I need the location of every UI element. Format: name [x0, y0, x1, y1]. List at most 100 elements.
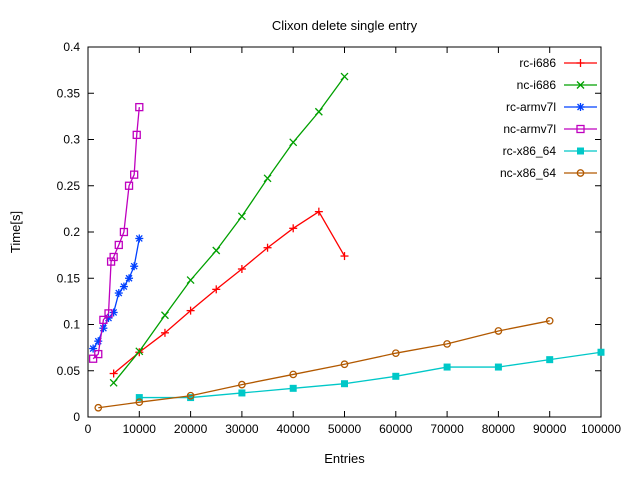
x-tick-label: 20000: [174, 422, 208, 436]
marker: [289, 370, 298, 379]
marker: [391, 349, 400, 358]
x-tick-label: 70000: [430, 422, 464, 436]
x-tick-label: 50000: [328, 422, 362, 436]
marker: [576, 169, 585, 177]
marker: [109, 252, 118, 262]
legend-label: rc-i686: [519, 56, 556, 70]
marker: [132, 130, 141, 140]
series-nc-x86_64: [94, 316, 554, 412]
marker: [115, 289, 123, 297]
y-tick-label: 0.1: [63, 318, 80, 332]
marker: [238, 389, 246, 397]
x-tick-label: 100000: [581, 422, 621, 436]
series-line: [113, 76, 346, 384]
y-tick-label: 0.3: [63, 133, 80, 147]
marker: [212, 246, 221, 255]
marker: [392, 372, 400, 380]
marker: [341, 380, 348, 388]
marker: [576, 81, 585, 89]
marker: [135, 394, 143, 402]
series-line: [98, 320, 550, 409]
x-tick-label: 30000: [225, 422, 259, 436]
y-tick-label: 0.25: [57, 179, 81, 193]
legend-item-rc-i686: rc-i686: [519, 56, 597, 70]
legend-item-nc-x86_64: nc-x86_64: [500, 166, 597, 180]
series-line: [113, 210, 346, 375]
marker: [577, 147, 584, 155]
marker: [130, 262, 138, 270]
y-tick-label: 0.4: [63, 40, 80, 54]
marker: [99, 315, 108, 325]
series-nc-i686: [109, 72, 349, 387]
marker: [106, 257, 116, 266]
marker: [104, 309, 113, 318]
series-nc-armv7l: [88, 102, 144, 363]
marker: [124, 181, 134, 190]
legend-label: rc-armv7l: [506, 100, 556, 114]
series-line: [139, 351, 602, 399]
x-axis: 0 10000 20000 30000 40000 50000 60000 70000 8000…: [85, 47, 621, 436]
marker: [135, 235, 143, 242]
y-tick-label: 0.35: [57, 86, 81, 100]
marker: [494, 363, 502, 371]
marker: [94, 403, 103, 412]
legend-label: nc-armv7l: [503, 122, 556, 136]
marker: [237, 212, 246, 221]
marker: [88, 354, 98, 363]
legend-label: rc-x86_64: [503, 144, 557, 158]
marker: [120, 283, 128, 291]
x-axis-title: Entries: [324, 451, 365, 466]
x-tick-label: 60000: [379, 422, 413, 436]
marker: [94, 349, 103, 359]
marker: [597, 348, 605, 356]
marker: [289, 138, 298, 147]
series-rc-i686: [109, 207, 349, 378]
series-rc-x86_64: [135, 348, 605, 402]
marker: [135, 398, 144, 407]
y-axis: 0 0.05 0.1 0.15 0.2 0.25 0.3 0.35 0.4: [57, 40, 601, 424]
marker: [186, 276, 195, 285]
marker: [135, 347, 144, 356]
legend-item-nc-armv7l: nc-armv7l: [503, 122, 597, 136]
x-tick-label: 40000: [277, 422, 311, 436]
series-line: [92, 107, 140, 360]
marker: [443, 340, 451, 348]
legend-label: nc-i686: [517, 78, 557, 92]
marker: [186, 391, 195, 400]
marker: [187, 394, 195, 402]
y-tick-label: 0: [73, 410, 80, 424]
marker: [443, 363, 451, 371]
marker: [494, 327, 503, 335]
marker: [340, 360, 349, 369]
x-tick-label: 90000: [533, 422, 567, 436]
marker: [263, 174, 272, 183]
y-tick-label: 0.05: [57, 364, 81, 378]
marker: [238, 380, 246, 389]
marker: [130, 170, 139, 179]
marker: [546, 356, 554, 364]
marker: [314, 107, 323, 116]
marker: [135, 102, 144, 112]
marker: [125, 274, 133, 282]
marker: [119, 227, 129, 237]
legend-label: nc-x86_64: [500, 166, 556, 180]
legend-item-rc-armv7l: rc-armv7l: [506, 100, 597, 114]
legend: rc-i686 nc-i686 rc-armv7l nc-armv7l rc-x86_6…: [500, 56, 597, 180]
legend-item-rc-x86_64: rc-x86_64: [503, 144, 597, 158]
x-tick-label: 10000: [123, 422, 157, 436]
marker: [109, 378, 118, 387]
marker: [114, 240, 123, 250]
marker: [340, 72, 349, 81]
marker: [89, 345, 97, 353]
marker: [545, 316, 554, 325]
x-tick-label: 0: [85, 422, 92, 436]
marker: [289, 384, 297, 392]
y-tick-label: 0.2: [63, 225, 80, 239]
x-tick-label: 80000: [482, 422, 516, 436]
marker: [577, 103, 584, 111]
chart-title: Clixon delete single entry: [271, 18, 418, 33]
marker: [576, 124, 585, 134]
marker: [160, 311, 169, 320]
